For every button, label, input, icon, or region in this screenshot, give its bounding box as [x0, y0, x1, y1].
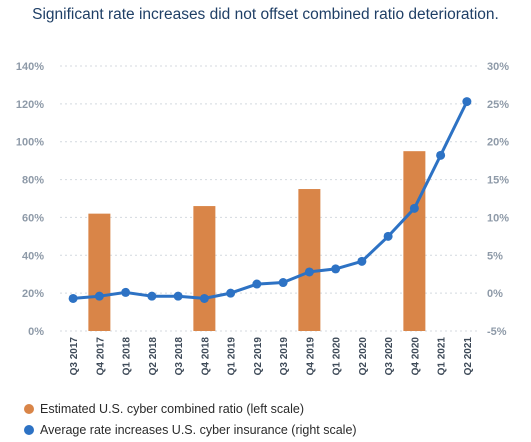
left-axis-tick-label: 80%: [22, 175, 44, 187]
x-axis-tick-label: Q3 2019: [279, 337, 290, 376]
x-axis-tick-label: Q3 2017: [69, 337, 80, 376]
line-point: [121, 287, 131, 297]
left-axis-tick-label: 20%: [22, 288, 44, 300]
right-axis-tick-label: 0%: [487, 288, 503, 300]
left-axis-tick-label: 60%: [22, 212, 44, 224]
line-point: [462, 97, 472, 107]
right-axis-tick-label: 25%: [487, 99, 509, 111]
x-axis-tick-label: Q2 2020: [358, 337, 369, 376]
line-point: [331, 264, 341, 274]
x-axis-tick-label: Q3 2020: [384, 337, 395, 376]
left-axis-tick-label: 40%: [22, 250, 44, 262]
right-axis-tick-label: 30%: [487, 61, 509, 73]
legend-item-rate-increases: Average rate increases U.S. cyber insura…: [24, 419, 357, 440]
line-point: [409, 203, 419, 213]
line-point: [252, 279, 262, 289]
x-axis-tick-label: Q1 2018: [122, 337, 133, 376]
x-axis-tick-label: Q4 2017: [95, 337, 106, 376]
right-axis-tick-label: 20%: [487, 137, 509, 149]
line-rate-increases: [72, 100, 469, 300]
bar-combined-ratio: [403, 151, 426, 331]
x-axis-tick-label: Q1 2020: [332, 337, 343, 376]
bar-combined-ratio: [298, 189, 321, 331]
x-axis-tick-label: Q4 2019: [305, 337, 316, 376]
right-axis-tick-label: 15%: [487, 175, 509, 187]
x-axis-ticks: Q3 2017 Q4 2017 Q1 2018 Q2 2018 Q3 2018 Q4 20…: [69, 337, 474, 376]
x-axis-tick-label: Q4 2018: [200, 337, 211, 376]
right-axis-tick-label: 10%: [487, 212, 509, 224]
line-point: [436, 150, 446, 160]
chart-legend: Estimated U.S. cyber combined ratio (lef…: [24, 398, 357, 440]
line-point: [304, 267, 314, 277]
x-axis-tick-label: Q2 2021: [463, 337, 474, 376]
line-point: [94, 291, 104, 301]
x-axis-tick-label: Q2 2018: [148, 337, 159, 376]
left-axis-ticks: 0% 20% 40% 60% 80% 100% 120% 140%: [16, 61, 44, 338]
legend-item-combined-ratio: Estimated U.S. cyber combined ratio (lef…: [24, 398, 357, 419]
left-axis-tick-label: 100%: [16, 137, 44, 149]
line-point: [278, 278, 288, 288]
legend-label-rate-increases: Average rate increases U.S. cyber insura…: [40, 422, 357, 437]
line-point: [199, 293, 209, 303]
x-axis-tick-label: Q1 2021: [437, 337, 448, 376]
bar-combined-ratio: [88, 213, 111, 331]
chart-subtitle: Significant rate increases did not offse…: [32, 6, 499, 23]
line-point: [357, 256, 367, 266]
line-point: [147, 291, 157, 301]
legend-swatch-bar: [24, 403, 34, 414]
line-point: [226, 288, 236, 298]
line-series: [68, 97, 472, 303]
x-axis-tick-label: Q2 2019: [253, 337, 264, 376]
bar-series: [88, 151, 426, 331]
line-point: [383, 231, 393, 241]
x-axis-tick-label: Q1 2019: [227, 337, 238, 376]
left-axis-tick-label: 120%: [16, 99, 44, 111]
left-axis-tick-label: 0%: [28, 326, 44, 338]
right-axis-tick-label: 5%: [487, 250, 503, 262]
legend-swatch-line: [24, 424, 34, 435]
left-axis-tick-label: 140%: [16, 61, 44, 73]
right-axis-tick-label: -5%: [487, 326, 507, 338]
bar-combined-ratio: [193, 206, 216, 331]
x-axis-tick-label: Q3 2018: [174, 337, 185, 376]
x-axis-tick-label: Q4 2020: [410, 337, 421, 376]
line-point: [173, 291, 183, 301]
line-point: [68, 293, 78, 303]
legend-label-combined-ratio: Estimated U.S. cyber combined ratio (lef…: [40, 401, 304, 416]
right-axis-ticks: -5% 0% 5% 10% 15% 20% 25% 30%: [487, 61, 509, 338]
